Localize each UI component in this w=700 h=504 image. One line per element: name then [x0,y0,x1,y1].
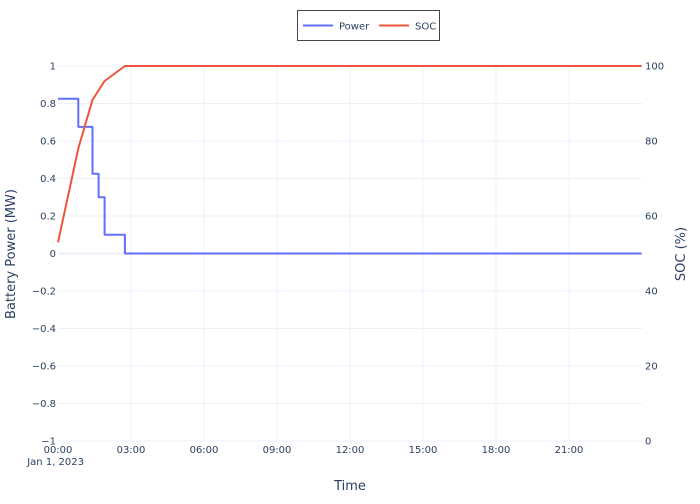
y-axis-right-title: SOC (%) [674,227,689,281]
y-right-tick-label: 80 [645,137,658,148]
y-left-tick-label: −0.6 [32,362,56,373]
x-tick-label: 12:00 [336,445,365,456]
y-right-tick-label: 100 [645,62,664,73]
legend-label-soc[interactable]: SOC [415,22,436,33]
x-tick-label: 00:00 [44,445,73,456]
x-tick-label: 21:00 [555,445,584,456]
x-tick-sublabel: Jan 1, 2023 [26,457,84,468]
y-left-tick-label: 1 [50,62,56,73]
y-left-tick-label: −1 [41,437,56,448]
y-right-tick-label: 0 [645,437,651,448]
legend: Power SOC [297,10,440,41]
x-tick-label: 06:00 [190,445,219,456]
y-left-tick-label: −0.4 [32,324,56,335]
x-tick-label: 03:00 [117,445,146,456]
y-right-tick-label: 40 [645,287,658,298]
y-left-tick-label: −0.2 [32,287,56,298]
y-left-tick-label: 0 [50,249,56,260]
y-left-tick-label: 0.4 [40,174,56,185]
series-line-soc [57,65,642,243]
legend-label-power[interactable]: Power [339,22,370,33]
x-tick-label: 18:00 [482,445,511,456]
y-axis-left-title: Battery Power (MW) [4,189,19,319]
x-tick-label: 09:00 [263,445,292,456]
series-line-power [58,97,642,255]
y-left-tick-label: −0.8 [32,399,56,410]
y-right-tick-label: 20 [645,362,658,373]
y-left-tick-label: 0.6 [40,137,56,148]
plot-area [57,65,642,255]
x-tick-label: 15:00 [409,445,438,456]
y-left-tick-label: 0.2 [40,212,56,223]
y-right-tick-label: 60 [645,212,658,223]
y-left-tick-label: 0.8 [40,99,56,110]
x-axis-title: Time [333,479,366,494]
